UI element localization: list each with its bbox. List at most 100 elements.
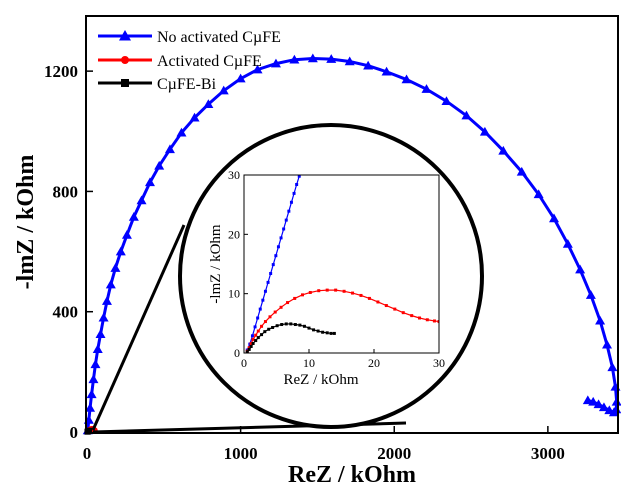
inset-data-point [287, 209, 291, 213]
data-point-triangle [189, 112, 200, 122]
x-tick-label: 3000 [531, 444, 565, 463]
data-point-triangle [582, 395, 593, 405]
inset-data-point [312, 328, 316, 332]
inset-data-point [401, 311, 405, 315]
inset-y-tick-label: 0 [234, 346, 240, 360]
data-point-triangle [479, 126, 490, 136]
data-point-triangle [105, 279, 116, 289]
inset-y-tick-label: 10 [228, 287, 240, 301]
inset-data-point [289, 200, 293, 204]
inset-data-point [245, 350, 249, 353]
inset-data-point [256, 336, 260, 340]
data-point-triangle [549, 213, 560, 223]
inset-data-point [276, 245, 280, 249]
data-point-triangle [604, 405, 615, 415]
inset-series-group [245, 175, 439, 353]
data-point-triangle [101, 296, 112, 305]
inset-data-point [418, 316, 421, 320]
legend-label: CµFE-Bi [157, 76, 217, 93]
inset-data-point [249, 344, 253, 348]
inset-data-point [307, 326, 311, 330]
data-point-triangle [562, 239, 573, 248]
data-point-triangle [110, 263, 121, 272]
data-point-triangle [252, 64, 263, 74]
data-point-triangle [326, 54, 337, 63]
inset-data-point [293, 296, 297, 300]
inset-data-point [271, 325, 275, 329]
legend-label: No activated CµFE [157, 29, 281, 46]
inset-data-point [249, 342, 253, 346]
data-point-triangle [144, 177, 155, 187]
data-point-triangle [585, 290, 596, 299]
inset-data-point [282, 227, 286, 231]
data-point-triangle [86, 389, 97, 399]
y-tick-label: 1200 [44, 62, 78, 81]
data-point-triangle [344, 56, 355, 66]
inset-data-point [293, 323, 297, 327]
data-point-triangle [611, 396, 621, 406]
x-tick-label: 2000 [377, 444, 411, 463]
inset-y-axis-label: -lmZ / kOhm [208, 224, 224, 303]
inset-data-point [280, 323, 284, 327]
x-tick-label: 0 [83, 444, 92, 463]
inset-x-tick-label: 20 [368, 356, 380, 370]
inset-data-point [258, 307, 262, 311]
inset-data-point [254, 333, 258, 337]
legend-marker-circle [121, 56, 129, 64]
data-point-triangle [421, 84, 432, 93]
data-point-triangle [461, 110, 472, 120]
inset-data-point [267, 327, 271, 331]
data-point-triangle [88, 374, 99, 384]
data-point-triangle [270, 58, 281, 68]
inset-data-point [302, 324, 306, 328]
inset-x-tick-label: 30 [433, 356, 445, 370]
inset-data-point [269, 271, 273, 275]
y-axis-label: -lmZ / kOhm [13, 155, 39, 290]
inset-data-point [253, 325, 257, 329]
inset-data-point [251, 342, 255, 346]
inset-data-point [261, 298, 265, 302]
data-point-triangle [85, 402, 96, 412]
inset-data-point [301, 293, 304, 297]
inset-data-point [286, 301, 290, 305]
inset-data-point [275, 324, 279, 328]
inset-data-point [367, 296, 371, 300]
data-point-triangle [90, 359, 101, 369]
inset-data-point [376, 300, 380, 304]
inset-x-tick-label: 0 [241, 356, 247, 370]
data-point-triangle [136, 195, 147, 205]
inset-y-tick-label: 20 [228, 227, 240, 241]
legend-marker-square [121, 79, 129, 87]
inset-data-point [251, 337, 255, 341]
data-point-triangle [401, 74, 412, 84]
data-point-triangle [128, 211, 139, 221]
inset-data-point [384, 304, 388, 308]
data-point-triangle [289, 54, 300, 64]
inset-data-point [334, 288, 338, 292]
inset-data-point [279, 305, 283, 309]
inset-data-point [297, 175, 301, 178]
data-point-triangle [164, 144, 175, 154]
inset-data-point [284, 322, 288, 326]
inset-data-point [295, 182, 299, 186]
inset-data-point [289, 322, 293, 326]
inset-data-point [256, 329, 260, 333]
inset-data-point [316, 329, 320, 333]
inset-data-point [279, 236, 283, 240]
data-point-triangle [95, 329, 106, 339]
inset-data-point [260, 324, 264, 328]
inset-data-point [425, 318, 429, 322]
x-tick-label: 1000 [224, 444, 258, 463]
inset-data-point [274, 254, 278, 258]
inset-data-point [410, 314, 414, 318]
inset-data-point [308, 290, 312, 294]
inset-data-point [247, 347, 251, 351]
data-point-triangle [593, 399, 604, 409]
data-point-triangle [154, 160, 165, 170]
inset-data-point [432, 319, 436, 323]
inset-data-point [273, 310, 277, 314]
inset-x-tick-label: 10 [303, 356, 315, 370]
inset-data-point [254, 339, 258, 343]
inset-data-point [263, 320, 267, 324]
